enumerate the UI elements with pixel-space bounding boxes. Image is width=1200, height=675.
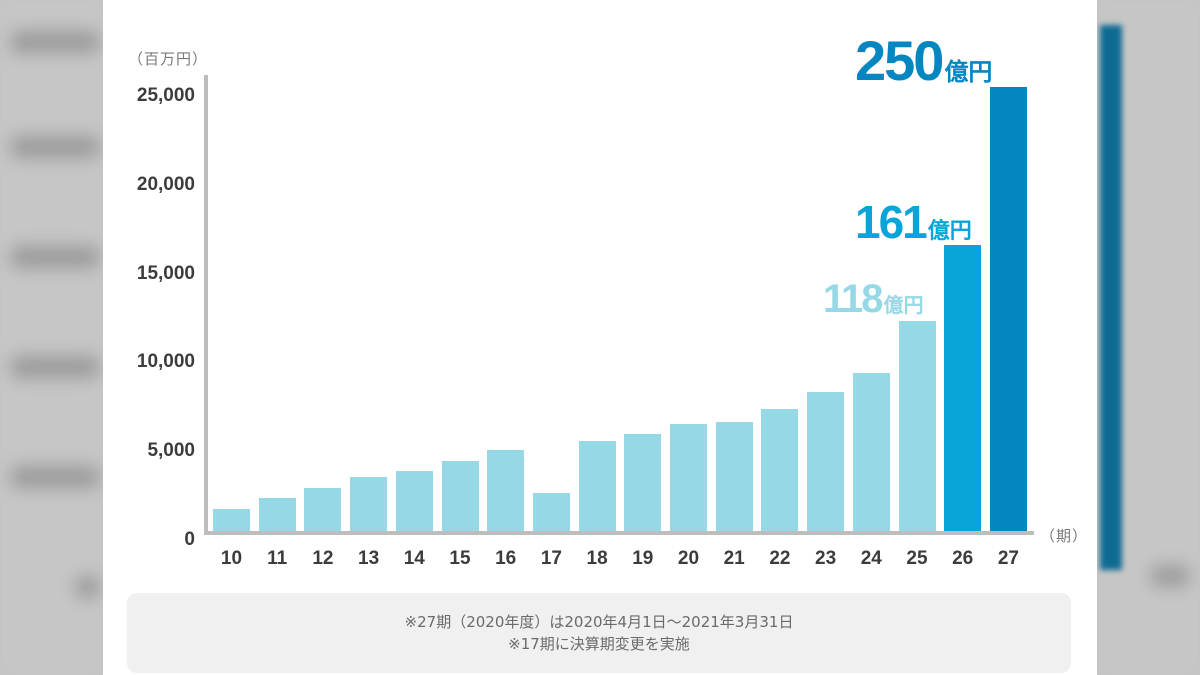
bar-period-19	[624, 434, 662, 531]
x-tick-label: 12	[312, 548, 334, 569]
y-tick-label: 25,000	[136, 85, 195, 106]
y-tick-label: 15,000	[136, 262, 195, 284]
callout-value: 118	[823, 277, 884, 321]
x-tick-label: 18	[586, 548, 608, 569]
callout-unit: 億円	[944, 59, 993, 86]
x-axis-line	[204, 531, 1034, 535]
bar-period-20	[670, 423, 707, 531]
x-tick-label: 26	[952, 548, 974, 569]
callout-value: 161	[855, 196, 928, 248]
bar-period-22	[761, 409, 799, 531]
x-tick-label: 11	[267, 548, 288, 569]
y-tick-label: 20,000	[136, 173, 195, 195]
x-tick-label: 22	[769, 548, 791, 569]
y-tick-label: 0	[184, 529, 195, 550]
bar-period-10	[213, 508, 250, 531]
background-blur	[10, 465, 100, 489]
background-blur	[75, 575, 100, 599]
y-tick-label: 10,000	[136, 351, 195, 373]
x-tick-label: 15	[449, 548, 471, 569]
background-blur	[10, 355, 100, 379]
callout-value: 250	[855, 29, 944, 92]
footnote-line-2: ※17期に決算期変更を実施	[508, 635, 690, 653]
x-tick-label: 16	[495, 548, 517, 569]
bar-period-14	[395, 470, 433, 531]
background-blur	[10, 30, 100, 54]
x-tick-label: 23	[815, 548, 837, 569]
bar-period-12	[304, 488, 342, 531]
x-tick-label: 14	[403, 548, 425, 569]
x-tick-label: 13	[358, 548, 380, 569]
x-tick-label: 27	[997, 548, 1019, 569]
x-tick-label: 21	[723, 548, 745, 569]
callout-25: 118 億円	[823, 277, 924, 322]
y-tick-label: 5,000	[147, 440, 195, 462]
footnote-line-1: ※27期（2020年度）は2020年4月1日～2021年3月31日	[404, 613, 794, 631]
bar-period-23	[807, 392, 845, 531]
x-tick-label: 20	[677, 548, 700, 569]
x-tick-label: 24	[860, 548, 882, 569]
bar-period-18	[578, 441, 616, 531]
bar-period-11	[258, 498, 296, 531]
background-left	[0, 0, 103, 675]
x-tick-label: 25	[906, 548, 928, 569]
callout-26: 161億円	[855, 195, 972, 249]
callout-unit: 億円	[927, 218, 972, 243]
background-blur	[1150, 565, 1190, 587]
bar-period-16	[487, 450, 525, 531]
x-tick-label: 10	[220, 548, 243, 569]
y-axis-line	[204, 75, 208, 535]
bar-period-27	[989, 87, 1027, 531]
background-bar	[1100, 25, 1122, 570]
y-axis-unit: （百万円）	[128, 50, 209, 68]
bar-period-21	[715, 421, 753, 531]
background-blur	[10, 245, 100, 269]
bar-period-15	[441, 460, 479, 531]
bar-period-17	[532, 492, 570, 531]
bar-period-24	[852, 372, 890, 531]
bar-period-25	[898, 321, 936, 531]
background-blur	[10, 135, 100, 159]
x-tick-label: 17	[540, 548, 562, 569]
bar-period-13	[350, 476, 388, 531]
callout-27: 250億円	[855, 28, 992, 93]
x-axis-unit: （期）	[1040, 527, 1089, 545]
callout-unit: 億円	[883, 295, 924, 317]
bar-period-26	[944, 245, 982, 531]
footnote-box: ※27期（2020年度）は2020年4月1日～2021年3月31日 ※17期に決…	[127, 593, 1071, 673]
x-tick-label: 19	[632, 548, 654, 569]
